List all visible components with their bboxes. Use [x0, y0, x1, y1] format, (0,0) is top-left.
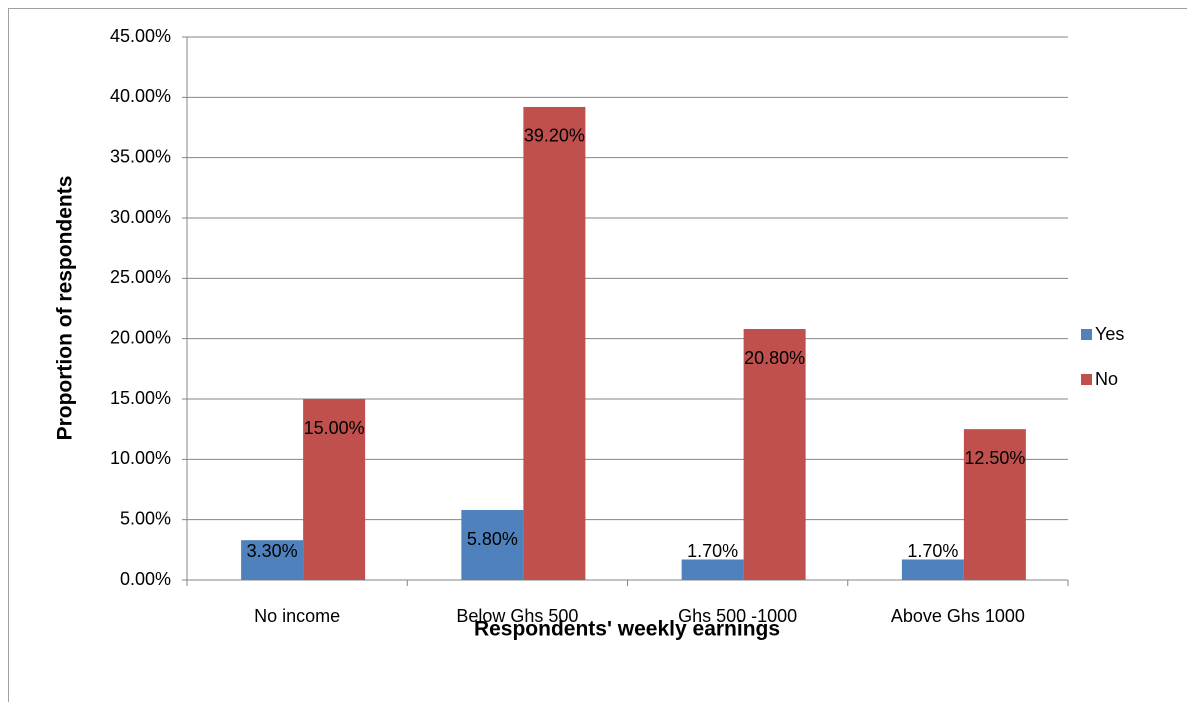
bar: [901, 559, 964, 580]
y-tick-label: 20.00%: [110, 327, 171, 347]
value-label: 39.20%: [524, 126, 585, 146]
bar: [461, 510, 524, 580]
x-tick-label: Above Ghs 1000: [891, 606, 1025, 626]
y-tick-label: 30.00%: [110, 207, 171, 227]
y-tick-label: 10.00%: [110, 448, 171, 468]
bar: [681, 559, 744, 580]
y-tick-label: 25.00%: [110, 267, 171, 287]
y-tick-label: 5.00%: [120, 508, 171, 528]
bar: [241, 540, 304, 580]
legend-label: Yes: [1095, 324, 1124, 344]
value-label: 3.30%: [247, 541, 298, 561]
value-label: 1.70%: [687, 541, 738, 561]
x-tick-label: Below Ghs 500: [456, 606, 578, 626]
legend-swatch: [1081, 374, 1092, 385]
legend-label: No: [1095, 369, 1118, 389]
y-tick-label: 35.00%: [110, 146, 171, 166]
y-tick-label: 45.00%: [110, 26, 171, 46]
bar: [743, 329, 806, 580]
y-tick-label: 40.00%: [110, 86, 171, 106]
x-tick-label: No income: [254, 606, 340, 626]
y-tick-label: 15.00%: [110, 388, 171, 408]
y-tick-label: 0.00%: [120, 569, 171, 589]
value-label: 20.80%: [744, 348, 805, 368]
value-label: 15.00%: [304, 418, 365, 438]
x-tick-label: Ghs 500 -1000: [678, 606, 797, 626]
value-label: 5.80%: [467, 529, 518, 549]
legend-swatch: [1081, 329, 1092, 340]
x-axis-title: Respondents' weekly earnings: [474, 618, 780, 641]
bar: [523, 106, 586, 580]
chart-border: [8, 8, 1187, 702]
value-label: 12.50%: [964, 448, 1025, 468]
value-label: 1.70%: [907, 541, 958, 561]
y-axis-title: Proportion of respondents: [54, 176, 77, 441]
bar: [303, 399, 366, 580]
bar: [963, 429, 1026, 580]
